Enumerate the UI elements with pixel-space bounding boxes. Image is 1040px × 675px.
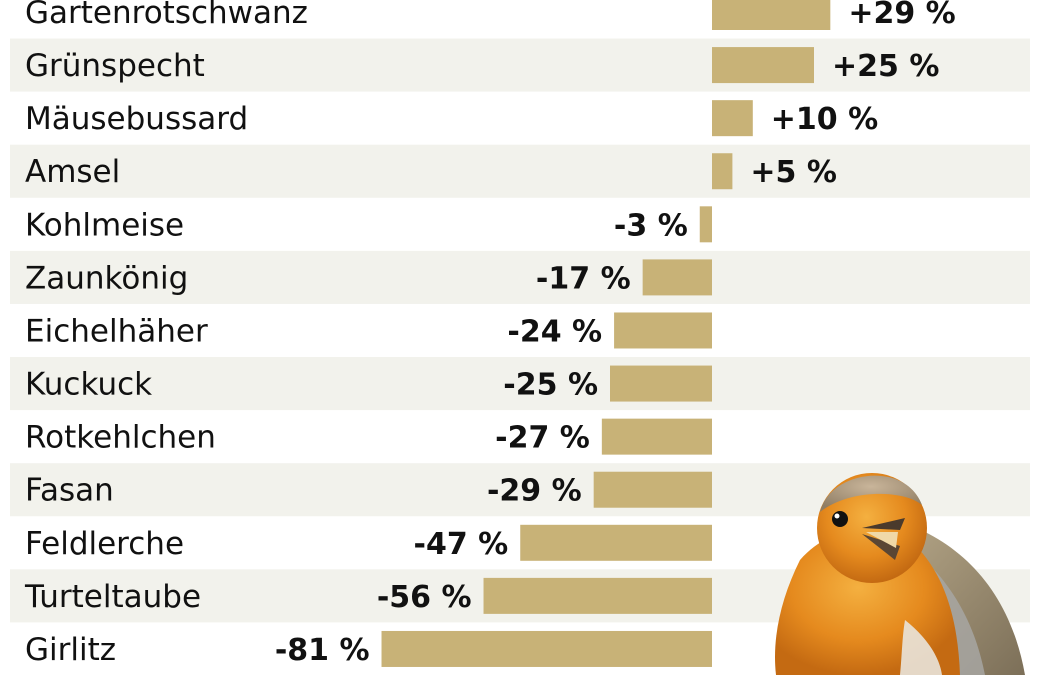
bar xyxy=(593,471,712,508)
value-label: +10 % xyxy=(771,102,878,137)
value-label: +5 % xyxy=(750,155,837,190)
category-label: Amsel xyxy=(25,154,120,190)
category-label: Mäusebussard xyxy=(25,101,248,137)
bar xyxy=(712,0,831,30)
row-stripe xyxy=(10,38,1030,92)
category-label: Kohlmeise xyxy=(25,207,184,243)
bar xyxy=(642,259,712,296)
category-label: Eichelhäher xyxy=(25,313,208,349)
category-label: Girlitz xyxy=(25,632,116,668)
category-label: Gartenrotschwanz xyxy=(25,0,308,31)
value-label: -3 % xyxy=(614,208,688,243)
bar xyxy=(712,47,814,84)
value-label: -25 % xyxy=(503,368,598,403)
bar xyxy=(712,153,733,190)
value-label: -29 % xyxy=(487,474,582,509)
value-label: +25 % xyxy=(832,49,939,84)
value-label: -17 % xyxy=(536,261,631,296)
bar xyxy=(614,312,712,349)
value-label: -81 % xyxy=(275,633,370,668)
bars-group xyxy=(381,0,831,667)
row-stripe xyxy=(10,144,1030,198)
robin-image xyxy=(775,473,1025,675)
value-label: -47 % xyxy=(414,527,509,562)
value-label: -27 % xyxy=(495,421,590,456)
value-label: -24 % xyxy=(507,314,602,349)
category-label: Fasan xyxy=(25,473,114,509)
bar xyxy=(712,100,753,137)
category-labels: Gartenrotschwanz Grünspecht Mäusebussard Am… xyxy=(24,0,308,668)
category-label: Feldlerche xyxy=(25,526,184,562)
category-label: Turteltaube xyxy=(24,579,201,615)
bar xyxy=(381,630,712,667)
value-label: -56 % xyxy=(377,580,472,615)
bar xyxy=(699,206,712,243)
category-label: Grünspecht xyxy=(25,48,205,84)
bar xyxy=(520,524,712,561)
bar xyxy=(483,577,712,614)
row-stripe xyxy=(10,357,1030,411)
bar xyxy=(610,365,712,402)
value-labels: +29 % +25 % +10 % +5 % -3 % -17 % -24 % -25 % -2… xyxy=(275,0,956,668)
value-label: +29 % xyxy=(848,0,955,31)
bar xyxy=(601,418,712,455)
category-label: Zaunkönig xyxy=(25,260,188,296)
category-label: Rotkehlchen xyxy=(25,420,216,456)
row-stripe xyxy=(10,250,1030,304)
category-label: Kuckuck xyxy=(25,367,152,403)
